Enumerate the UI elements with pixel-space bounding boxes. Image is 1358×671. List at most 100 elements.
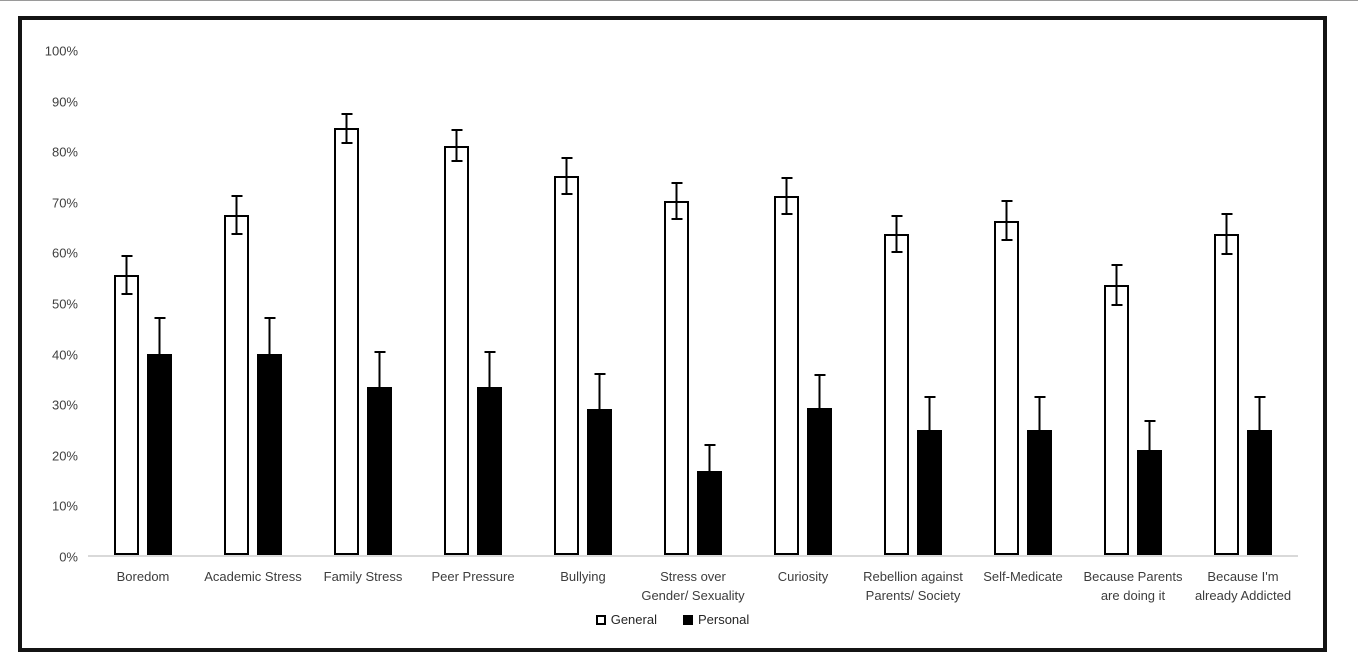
personal-bar — [697, 444, 722, 555]
bar-group — [528, 51, 638, 555]
screenshot-top-edge — [0, 0, 1358, 1]
bar-group — [638, 51, 748, 555]
y-axis-tick-label: 50% — [51, 296, 78, 312]
general-bar — [664, 182, 689, 555]
y-axis-tick-label: 0% — [59, 549, 78, 565]
bar-group — [748, 51, 858, 555]
bar-group — [1078, 51, 1188, 555]
personal-series-swatch-icon — [682, 614, 693, 625]
error-bar — [781, 176, 792, 215]
error-bar — [121, 255, 132, 295]
x-axis-label-text: Because Parents are doing it — [1083, 569, 1183, 603]
general-series-swatch-icon — [595, 614, 606, 625]
x-axis-label: Self-Medicate — [968, 561, 1078, 606]
y-axis-tick-label: 10% — [51, 498, 78, 514]
error-bar — [671, 182, 682, 220]
legend: General Personal — [22, 612, 1323, 627]
personal-bar — [807, 374, 832, 555]
x-axis-labels: Boredom Academic Stress Family Stress Peer … — [88, 561, 1298, 606]
general-bar — [994, 200, 1019, 555]
error-bar — [1254, 396, 1265, 463]
x-axis-label: Peer Pressure — [418, 561, 528, 606]
error-bar — [1001, 200, 1012, 241]
error-bar — [594, 373, 605, 445]
legend-item-general: General — [595, 612, 657, 627]
personal-bar — [477, 350, 502, 555]
personal-bar — [1137, 420, 1162, 555]
general-bar — [1214, 213, 1239, 555]
legend-label-personal: Personal — [697, 612, 750, 627]
personal-bar — [1027, 396, 1052, 555]
x-axis-label-text: Peer Pressure — [431, 569, 515, 584]
x-axis-label: Because Parents are doing it — [1078, 561, 1188, 606]
bar-group — [418, 51, 528, 555]
personal-bar — [147, 317, 172, 555]
y-axis-tick-label: 40% — [51, 347, 78, 363]
general-bar — [224, 195, 249, 555]
x-axis-label: Family Stress — [308, 561, 418, 606]
general-bar — [1104, 264, 1129, 555]
y-axis-tick-label: 90% — [51, 94, 78, 110]
y-axis-tick-label: 70% — [51, 195, 78, 211]
x-axis-label-text: Family Stress — [323, 569, 403, 584]
x-axis-label-text: Curiosity — [777, 569, 829, 584]
bar-group — [858, 51, 968, 555]
chart-frame: 0% 10% 20% 30% 40% 50% 60% 70% 80% 90% 100% Boredo… — [18, 16, 1327, 652]
y-axis-tick-label: 20% — [51, 448, 78, 464]
error-bar — [1144, 420, 1155, 481]
y-axis: 0% 10% 20% 30% 40% 50% 60% 70% 80% 90% 100% — [22, 44, 78, 565]
error-bar — [1034, 396, 1045, 463]
y-axis-tick-label: 30% — [51, 397, 78, 413]
bar-group — [1188, 51, 1298, 555]
error-bar — [561, 157, 572, 195]
error-bar — [341, 113, 352, 144]
general-bar — [114, 255, 139, 555]
bar-group — [88, 51, 198, 555]
x-axis-label: Bullying — [528, 561, 638, 606]
personal-bar — [1247, 396, 1272, 555]
general-bar — [774, 176, 799, 555]
error-bar — [924, 396, 935, 463]
error-bar — [484, 350, 495, 424]
personal-bar — [587, 373, 612, 555]
bar-group — [198, 51, 308, 555]
personal-bar — [367, 350, 392, 555]
x-axis-label-text: Self-Medicate — [983, 569, 1063, 584]
x-axis-label-text: Academic Stress — [204, 569, 302, 584]
x-axis-label: Curiosity — [748, 561, 858, 606]
plot-area — [88, 51, 1298, 557]
x-axis-label: Rebellion against Parents/ Society — [858, 561, 968, 606]
legend-label-general: General — [610, 612, 657, 627]
error-bar — [231, 195, 242, 235]
x-axis-label-text: Because I'm already Addicted — [1194, 569, 1292, 603]
x-axis-label-text: Boredom — [116, 569, 170, 584]
personal-bar — [917, 396, 942, 555]
error-bar — [154, 317, 165, 391]
x-axis-label: Because I'm already Addicted — [1188, 561, 1298, 606]
bar-group — [968, 51, 1078, 555]
x-axis-label-text: Bullying — [560, 569, 606, 584]
x-axis-label-text: Rebellion against Parents/ Society — [863, 569, 963, 603]
y-axis-tick-label: 60% — [51, 245, 78, 261]
personal-bar — [257, 316, 282, 555]
error-bar — [704, 444, 715, 498]
error-bar — [1221, 213, 1232, 255]
error-bar — [891, 214, 902, 254]
error-bar — [1111, 264, 1122, 306]
general-bar — [884, 214, 909, 555]
x-axis-label-text: Stress over Gender/ Sexuality — [641, 569, 745, 603]
error-bar — [264, 316, 275, 391]
error-bar — [374, 350, 385, 424]
general-bar — [334, 113, 359, 555]
y-axis-tick-label: 80% — [51, 144, 78, 160]
general-bar — [554, 157, 579, 555]
error-bar — [814, 374, 825, 443]
legend-item-personal: Personal — [682, 612, 750, 627]
general-bar — [444, 129, 469, 555]
x-axis-label: Stress over Gender/ Sexuality — [638, 561, 748, 606]
x-axis-label: Academic Stress — [198, 561, 308, 606]
error-bar — [451, 129, 462, 162]
x-axis-label: Boredom — [88, 561, 198, 606]
y-axis-tick-label: 100% — [44, 43, 78, 59]
bar-group — [308, 51, 418, 555]
